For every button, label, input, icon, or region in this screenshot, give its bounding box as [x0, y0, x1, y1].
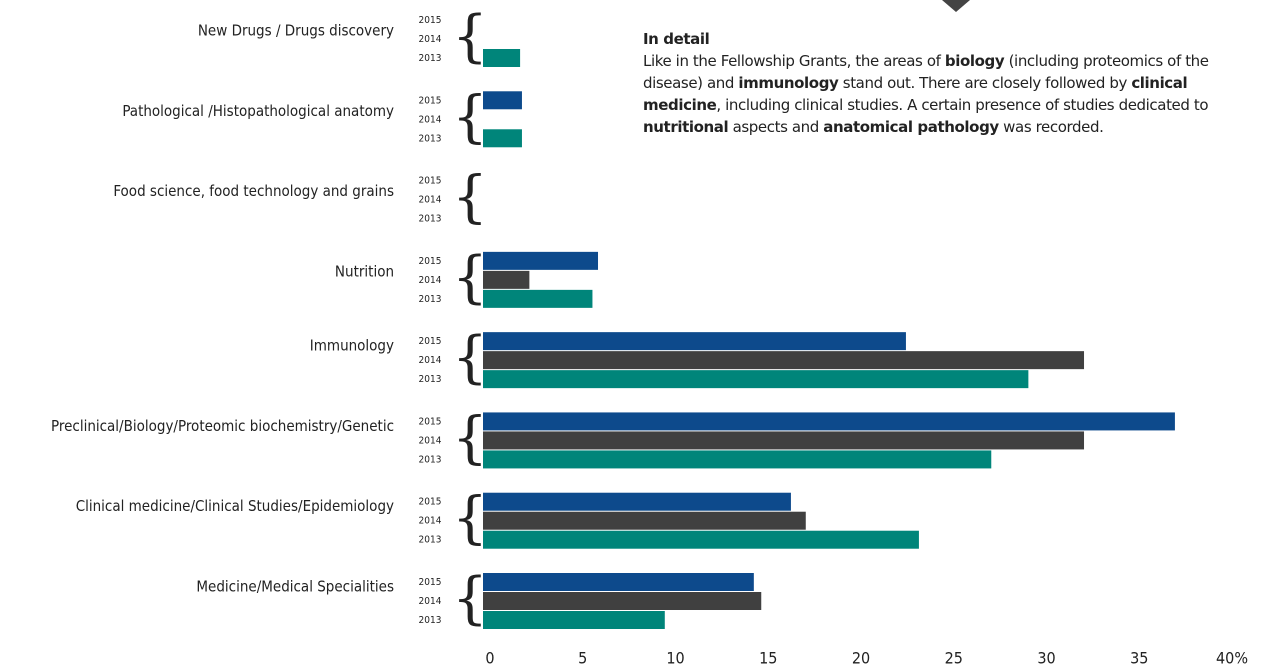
- bar: [483, 530, 919, 549]
- series-label: 2014: [419, 435, 442, 446]
- x-tick-label: 15: [759, 649, 777, 668]
- bar: [483, 91, 522, 110]
- series-label: 2013: [419, 214, 442, 225]
- bar: [483, 251, 599, 270]
- bar: [483, 450, 992, 469]
- category-label: Pathological /Histopathological anatomy: [122, 102, 394, 120]
- annotation-run: biology: [944, 52, 1005, 70]
- brace: {: [452, 5, 488, 70]
- series-label: 2015: [419, 256, 442, 267]
- category-label: Immunology: [310, 337, 394, 355]
- annotation-text: Like in the Fellowship Grants, the areas…: [643, 50, 1253, 138]
- category-label: Food science, food technology and grains: [113, 182, 394, 200]
- annotation-run: , including clinical studies. A certain …: [716, 96, 1209, 114]
- series-label: 2015: [419, 497, 442, 508]
- bar: [483, 592, 762, 610]
- bar: [483, 332, 906, 351]
- series-label: 2013: [419, 374, 442, 385]
- annotation-run: nutritional: [643, 118, 729, 136]
- series-label: 2014: [419, 275, 442, 286]
- series-label: 2014: [419, 355, 442, 366]
- x-tick-label: 40%: [1216, 649, 1248, 668]
- series-label: 2013: [419, 615, 442, 626]
- bar: [483, 573, 754, 591]
- series-label: 2014: [419, 34, 442, 45]
- bar: [483, 270, 530, 289]
- series-label: 2015: [419, 416, 442, 427]
- bar: [483, 129, 522, 148]
- series-label: 2014: [419, 114, 442, 125]
- brace: {: [452, 245, 488, 310]
- series-label: 2014: [419, 596, 442, 607]
- bar: [483, 289, 593, 308]
- category-label: New Drugs / Drugs discovery: [198, 22, 394, 40]
- series-label: 2013: [419, 535, 442, 546]
- brace: {: [452, 326, 488, 391]
- category-label: Nutrition: [335, 262, 394, 280]
- category-label: Medicine/Medical Specialities: [196, 578, 394, 596]
- series-label: 2015: [419, 176, 442, 187]
- pointer: [942, 0, 970, 12]
- annotation-run: anatomical pathology: [823, 118, 999, 136]
- series-label: 2015: [419, 15, 442, 26]
- brace: {: [452, 486, 488, 551]
- x-tick-label: 35: [1130, 649, 1148, 668]
- series-label: 2015: [419, 95, 442, 106]
- brace: {: [452, 165, 488, 230]
- bar: [483, 431, 1085, 450]
- x-tick-label: 10: [666, 649, 684, 668]
- series-label: 2013: [419, 294, 442, 305]
- series-label: 2013: [419, 133, 442, 144]
- bar: [483, 351, 1085, 370]
- bar: [483, 412, 1175, 431]
- bar: [483, 611, 665, 629]
- x-tick-label: 0: [485, 649, 494, 668]
- series-label: 2014: [419, 195, 442, 206]
- x-tick-label: 5: [578, 649, 587, 668]
- bar: [483, 49, 521, 67]
- x-tick-label: 20: [852, 649, 870, 668]
- annotation-title: In detail: [643, 30, 710, 48]
- series-label: 2013: [419, 53, 442, 64]
- bar: [483, 492, 791, 511]
- series-label: 2015: [419, 577, 442, 588]
- annotation-run: (including proteomics of the disease) an…: [643, 52, 1209, 92]
- annotation-run: immunology: [738, 74, 839, 92]
- bar: [483, 511, 806, 530]
- annotation-run: clinical medicine: [643, 74, 1188, 114]
- category-label: Clinical medicine/Clinical Studies/Epide…: [76, 497, 394, 515]
- series-label: 2013: [419, 454, 442, 465]
- annotation-run: stand out. There are closely followed by: [838, 74, 1132, 92]
- series-label: 2015: [419, 336, 442, 347]
- series-label: 2014: [419, 516, 442, 527]
- category-label: Preclinical/Biology/Proteomic biochemist…: [51, 417, 394, 435]
- x-tick-label: 30: [1037, 649, 1055, 668]
- x-tick-label: 25: [945, 649, 963, 668]
- bar: [483, 370, 1029, 389]
- brace: {: [452, 85, 488, 150]
- annotation: In detail Like in the Fellowship Grants,…: [643, 28, 1253, 138]
- annotation-run: aspects and: [728, 118, 824, 136]
- brace: {: [452, 406, 488, 471]
- brace: {: [452, 567, 488, 632]
- annotation-run: was recorded.: [998, 118, 1104, 136]
- annotation-run: Like in the Fellowship Grants, the areas…: [643, 52, 945, 70]
